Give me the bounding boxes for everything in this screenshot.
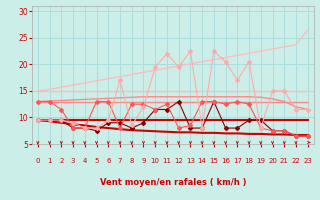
X-axis label: Vent moyen/en rafales ( km/h ): Vent moyen/en rafales ( km/h ) xyxy=(100,178,246,187)
